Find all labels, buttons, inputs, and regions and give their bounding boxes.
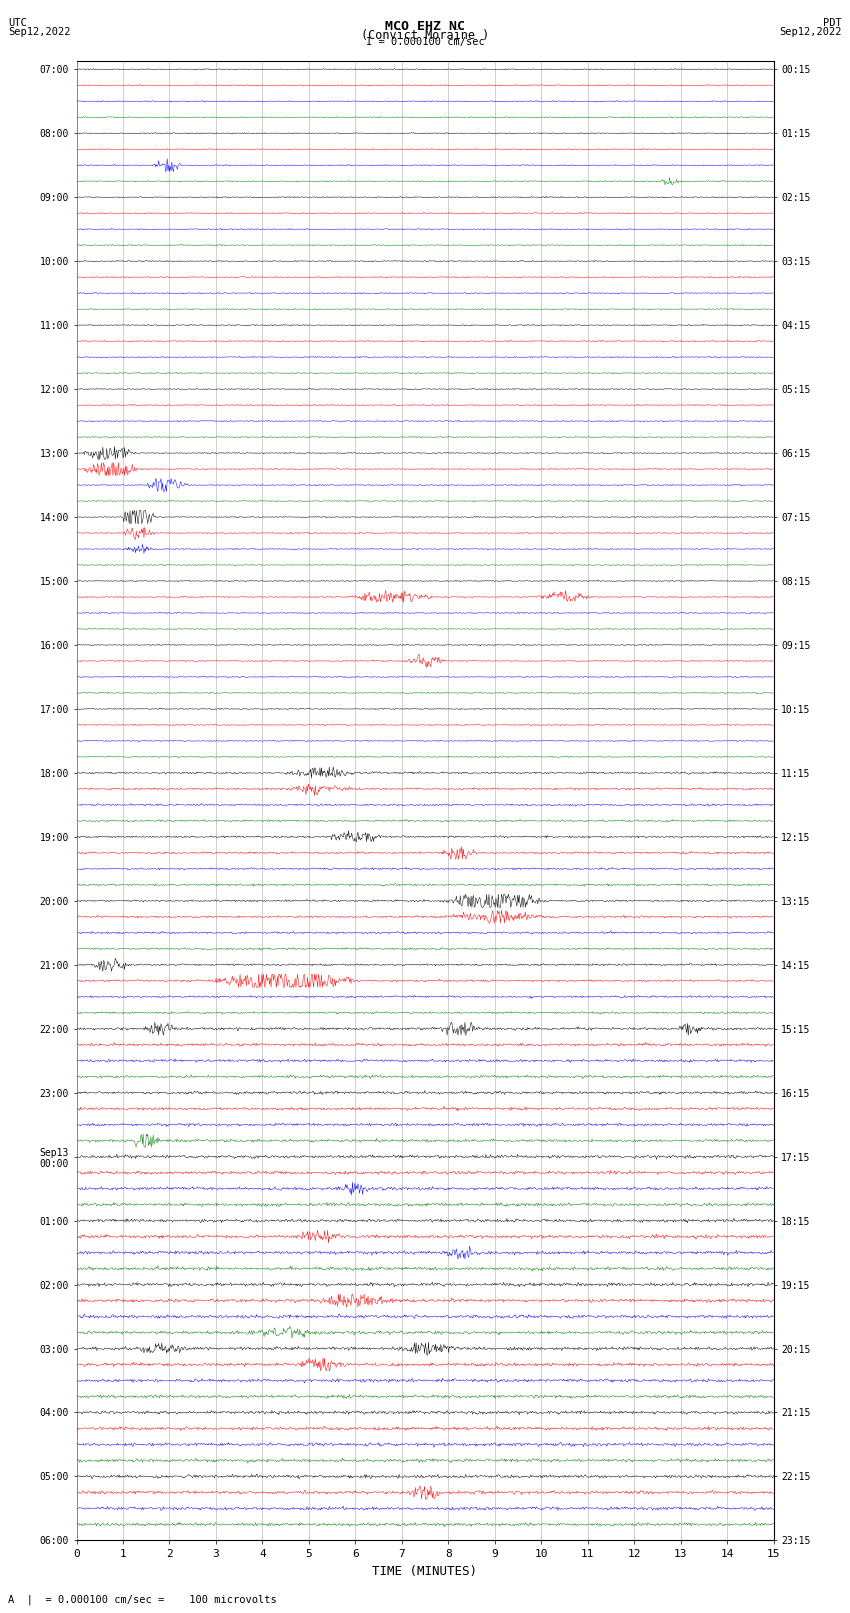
Text: MCO EHZ NC: MCO EHZ NC <box>385 19 465 34</box>
Text: PDT: PDT <box>823 18 842 27</box>
Text: Sep12,2022: Sep12,2022 <box>779 26 842 37</box>
Text: UTC: UTC <box>8 18 27 27</box>
Text: (Convict Moraine ): (Convict Moraine ) <box>361 29 489 42</box>
Text: A  |  = 0.000100 cm/sec =    100 microvolts: A | = 0.000100 cm/sec = 100 microvolts <box>8 1594 277 1605</box>
Text: I = 0.000100 cm/sec: I = 0.000100 cm/sec <box>366 37 484 47</box>
X-axis label: TIME (MINUTES): TIME (MINUTES) <box>372 1565 478 1578</box>
Text: Sep12,2022: Sep12,2022 <box>8 26 71 37</box>
